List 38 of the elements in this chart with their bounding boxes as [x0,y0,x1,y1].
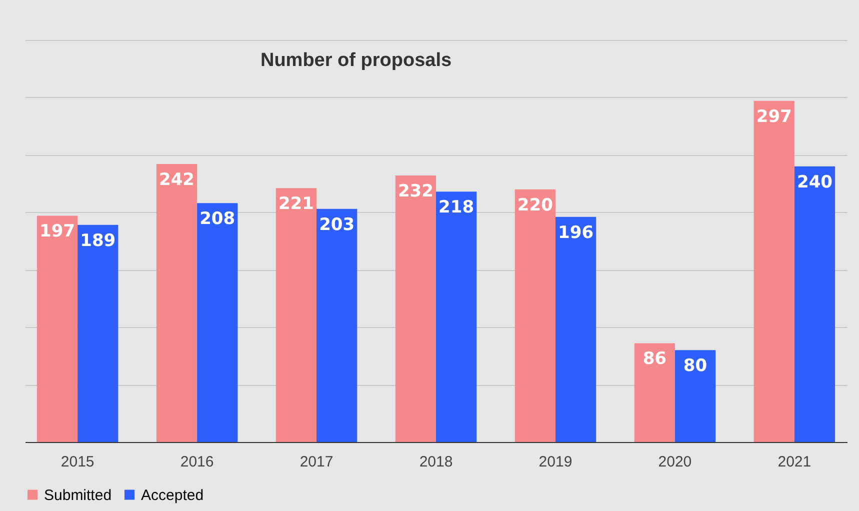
text: Number of proposals [260,50,452,71]
bar [395,176,436,442]
legend-label: Submitted [44,486,112,504]
data-label: 221 [278,194,314,214]
bar [555,216,596,442]
x-tick-label: 2020 [658,454,692,470]
data-label: 220 [517,195,554,216]
data-label: 203 [319,214,355,235]
data-label: 197 [40,222,76,242]
bar [634,343,675,442]
bar [514,189,556,442]
data-label: 189 [80,230,116,251]
bar [36,216,78,442]
x-tick-label: 2018 [419,454,453,470]
bar [197,203,238,442]
x-tick-label: 2017 [300,454,334,470]
data-label: 80 [683,356,708,376]
data-label: 218 [438,198,474,218]
bar [436,192,477,442]
x-tick-label: 2015 [60,454,94,470]
data-label: 196 [558,222,594,243]
data-label: 232 [398,182,434,202]
x-tick-label: 2021 [778,454,812,470]
legend-label: Accepted [141,486,204,504]
data-label: 242 [158,170,194,190]
data-label: 86 [642,349,666,370]
x-tick-label: 2016 [180,454,214,470]
bar [156,164,198,442]
bar [674,350,716,442]
data-label: 297 [756,106,792,127]
x-tick-label: 2019 [538,454,572,470]
bar [316,208,358,442]
bar [754,100,794,442]
data-label: 240 [796,172,833,192]
data-label: 208 [200,209,236,230]
bar [794,166,836,442]
bar [276,188,317,442]
bar [78,224,118,442]
